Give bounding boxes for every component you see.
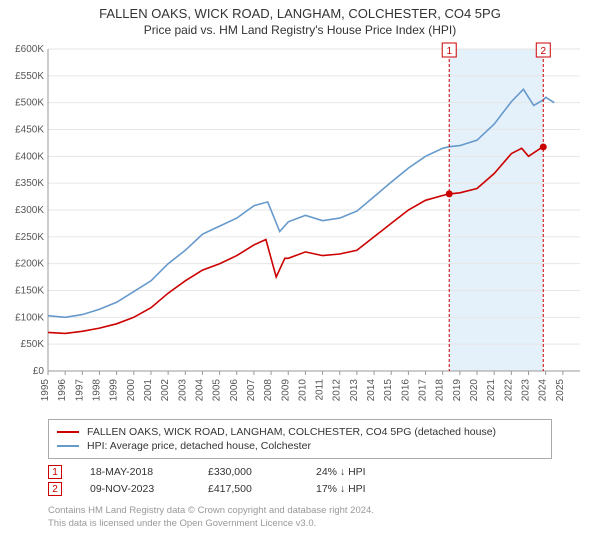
footer-line: This data is licensed under the Open Gov… <box>48 517 552 530</box>
svg-text:1999: 1999 <box>109 379 120 402</box>
legend-label: HPI: Average price, detached house, Colc… <box>87 440 311 452</box>
sales-table: 1 18-MAY-2018 £330,000 24% ↓ HPI 2 09-NO… <box>48 465 552 496</box>
svg-text:2023: 2023 <box>521 379 532 402</box>
svg-text:2017: 2017 <box>418 379 429 402</box>
line-chart: £0 £50K £100K £150K £200K £250K £300K £350K £400… <box>0 41 600 411</box>
svg-text:1998: 1998 <box>91 379 102 402</box>
legend-swatch <box>57 431 79 433</box>
sale-marker-icon: 1 <box>48 465 62 479</box>
svg-text:1997: 1997 <box>74 379 85 402</box>
sale-price: £330,000 <box>208 466 288 478</box>
legend-label: FALLEN OAKS, WICK ROAD, LANGHAM, COLCHES… <box>87 426 496 438</box>
svg-text:1996: 1996 <box>57 379 68 402</box>
legend-swatch <box>57 445 79 447</box>
svg-text:2001: 2001 <box>143 379 154 402</box>
svg-text:2014: 2014 <box>366 379 377 402</box>
svg-text:2011: 2011 <box>315 379 326 401</box>
svg-text:£300K: £300K <box>15 205 44 216</box>
svg-text:1995: 1995 <box>40 379 51 402</box>
footer: Contains HM Land Registry data © Crown c… <box>48 504 552 531</box>
legend-item: HPI: Average price, detached house, Colc… <box>57 440 543 452</box>
sale-price: £417,500 <box>208 483 288 495</box>
svg-text:2022: 2022 <box>503 379 514 402</box>
svg-text:£250K: £250K <box>15 232 44 243</box>
svg-text:2016: 2016 <box>400 379 411 402</box>
svg-text:2018: 2018 <box>435 379 446 402</box>
svg-text:£400K: £400K <box>15 151 44 162</box>
svg-text:2013: 2013 <box>349 379 360 402</box>
svg-text:2003: 2003 <box>177 379 188 402</box>
table-row: 2 09-NOV-2023 £417,500 17% ↓ HPI <box>48 482 552 496</box>
svg-text:2025: 2025 <box>555 379 566 402</box>
svg-text:2009: 2009 <box>280 379 291 402</box>
svg-text:£500K: £500K <box>15 98 44 109</box>
svg-text:£450K: £450K <box>15 125 44 136</box>
legend-item: FALLEN OAKS, WICK ROAD, LANGHAM, COLCHES… <box>57 426 543 438</box>
svg-text:2008: 2008 <box>263 379 274 402</box>
title-sub: Price paid vs. HM Land Registry's House … <box>0 23 600 37</box>
table-row: 1 18-MAY-2018 £330,000 24% ↓ HPI <box>48 465 552 479</box>
svg-text:£150K: £150K <box>15 286 44 297</box>
legend: FALLEN OAKS, WICK ROAD, LANGHAM, COLCHES… <box>48 419 552 459</box>
chart-titles: FALLEN OAKS, WICK ROAD, LANGHAM, COLCHES… <box>0 0 600 37</box>
svg-text:£100K: £100K <box>15 312 44 323</box>
svg-text:2012: 2012 <box>332 379 343 402</box>
svg-text:2021: 2021 <box>486 379 497 402</box>
svg-text:£550K: £550K <box>15 71 44 82</box>
svg-text:1: 1 <box>446 46 452 57</box>
svg-text:2010: 2010 <box>297 379 308 402</box>
sale-date: 18-MAY-2018 <box>90 466 180 478</box>
sale-delta: 24% ↓ HPI <box>316 466 366 478</box>
chart-area: £0 £50K £100K £150K £200K £250K £300K £350K £400… <box>0 41 600 411</box>
svg-text:2004: 2004 <box>194 379 205 402</box>
svg-text:2015: 2015 <box>383 379 394 402</box>
svg-text:£0: £0 <box>33 366 45 377</box>
svg-text:2019: 2019 <box>452 379 463 402</box>
svg-text:2007: 2007 <box>246 379 257 402</box>
svg-text:£50K: £50K <box>21 339 45 350</box>
svg-text:£200K: £200K <box>15 259 44 270</box>
svg-text:£350K: £350K <box>15 178 44 189</box>
title-main: FALLEN OAKS, WICK ROAD, LANGHAM, COLCHES… <box>0 6 600 21</box>
svg-text:2020: 2020 <box>469 379 480 402</box>
svg-text:2024: 2024 <box>538 379 549 402</box>
svg-text:£600K: £600K <box>15 44 44 55</box>
sale-date: 09-NOV-2023 <box>90 483 180 495</box>
svg-text:2000: 2000 <box>126 379 137 402</box>
svg-text:2005: 2005 <box>212 379 223 402</box>
sale-delta: 17% ↓ HPI <box>316 483 366 495</box>
svg-text:2006: 2006 <box>229 379 240 402</box>
svg-text:2: 2 <box>540 46 546 57</box>
footer-line: Contains HM Land Registry data © Crown c… <box>48 504 552 517</box>
sale-marker-icon: 2 <box>48 482 62 496</box>
svg-text:2002: 2002 <box>160 379 171 402</box>
